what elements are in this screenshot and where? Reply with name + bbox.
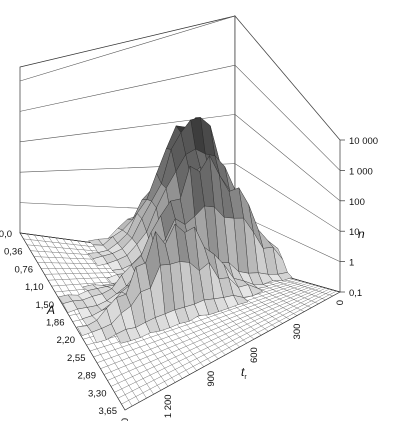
x-axis-title: tr (241, 365, 247, 381)
z-tick-label: 1 (349, 258, 354, 269)
wall-gridline (19, 64, 341, 171)
y-axis-title: A (46, 303, 55, 317)
z-tick-label: 100 (349, 197, 365, 208)
y-tick-label: 1,10 (25, 282, 44, 293)
x-tick-label: 900 (206, 371, 217, 387)
x-tick-label: 1 200 (163, 394, 174, 418)
y-tick-label: 1,86 (46, 318, 65, 329)
y-tick-label: 2,55 (67, 353, 86, 364)
z-axis-ticks: 0,1 1 10 100 1 000 10 000 (340, 136, 378, 299)
z-tick-label: 10 (349, 227, 360, 238)
y-tick-label: 2,20 (57, 335, 76, 346)
y-tick-label: 1,50 (36, 300, 55, 311)
floor-line (110, 287, 327, 387)
y-tick-label: 2,89 (78, 371, 97, 382)
x-tick-label: 600 (249, 347, 260, 363)
floor-line (26, 233, 133, 407)
floor-line (121, 290, 337, 405)
x-tick-label: 300 (292, 324, 303, 340)
surface-facet (91, 328, 107, 343)
y-tick-label: 0,76 (15, 264, 34, 275)
x-axis-title-main: t (241, 365, 245, 379)
surface-facet (62, 300, 78, 313)
surface-facet (115, 329, 131, 344)
wall-gridline (19, 114, 341, 202)
floor-line (107, 286, 323, 381)
wall-gridline (19, 163, 341, 232)
z-tick-label: 10 000 (349, 136, 378, 147)
x-axis-ticks: 0 300 600 900 1 200 1 500 (120, 300, 346, 421)
floor-line (114, 288, 330, 393)
z-tick-label: 1 000 (349, 166, 373, 177)
y-tick-label: 3,65 (99, 406, 118, 417)
z-axis-title: n (358, 227, 365, 241)
y-axis-ticks: 0,0 0,36 0,76 1,10 1,50 1,86 2,20 2,55 2,89 3,30 3… (0, 229, 117, 417)
y-tick-label: 3,30 (88, 388, 107, 399)
wall-gridline (19, 15, 341, 141)
z-tick-label: 0,1 (349, 288, 362, 299)
x-axis-title-subscript: r (244, 374, 247, 381)
x-tick-label: 1 500 (120, 418, 131, 421)
surface-facet (76, 325, 93, 336)
surface-facet (92, 255, 108, 266)
x-tick-label: 0 (335, 300, 346, 305)
surface-mesh (57, 117, 293, 344)
floor-line (117, 289, 334, 399)
y-tick-label: 0,36 (4, 247, 23, 258)
y-tick-label: 0,0 (0, 229, 12, 240)
